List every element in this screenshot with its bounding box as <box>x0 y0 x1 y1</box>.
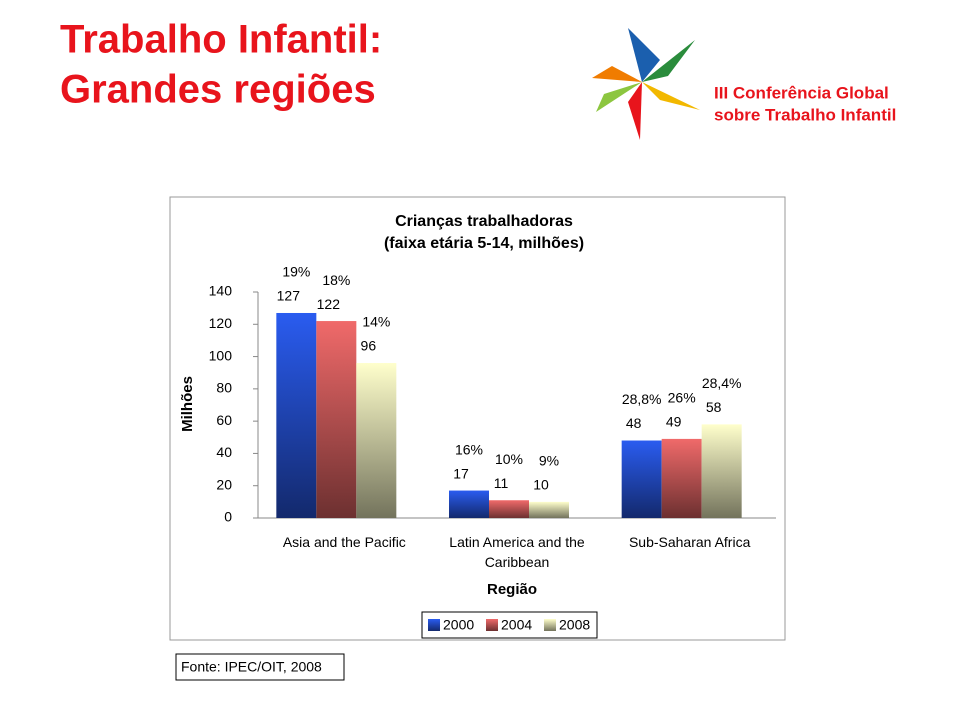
bar <box>449 490 489 518</box>
bar <box>701 424 742 518</box>
value-label: 10 <box>533 477 549 493</box>
legend-swatch <box>544 619 556 631</box>
logo-text: sobre Trabalho Infantil <box>714 105 896 124</box>
logo-pinwheel <box>592 28 700 140</box>
slide-title: Trabalho Infantil: <box>60 18 382 62</box>
bar <box>621 440 662 518</box>
bar <box>276 312 317 518</box>
value-label: 58 <box>706 399 722 415</box>
share-label: 28,4% <box>702 375 742 391</box>
x-tick-label-box: Asia and the Pacific <box>282 534 406 550</box>
share-label: 14% <box>362 314 390 330</box>
y-tick-label: 100 <box>209 347 233 363</box>
x-tick-label-box: Latin America and the Caribbean <box>449 534 585 570</box>
value-label: 122 <box>317 296 341 312</box>
bar <box>316 321 357 518</box>
x-axis-label: Região <box>487 581 537 598</box>
logo-text: III Conferência Global <box>714 83 889 102</box>
share-label: 9% <box>539 453 559 469</box>
value-label: 49 <box>666 414 682 430</box>
value-label: 48 <box>626 415 642 431</box>
x-tick-label: Asia and the Pacific <box>282 534 406 550</box>
bar <box>661 438 702 518</box>
share-label: 26% <box>668 390 696 406</box>
legend-label: 2000 <box>443 617 474 633</box>
bar <box>356 363 397 518</box>
bar <box>529 501 569 518</box>
y-tick-label: 40 <box>216 444 232 460</box>
x-tick-label: Sub-Saharan Africa <box>628 534 751 550</box>
value-label: 11 <box>494 475 509 491</box>
y-tick-label: 80 <box>216 380 232 396</box>
legend-swatch <box>486 619 498 631</box>
slide-title: Grandes regiões <box>60 68 376 112</box>
share-label: 10% <box>495 451 523 467</box>
y-tick-label: 20 <box>216 476 232 492</box>
value-label: 17 <box>453 465 469 481</box>
chart-title: (faixa etária 5-14, milhões) <box>384 235 584 252</box>
share-label: 19% <box>282 264 310 280</box>
y-tick-label: 140 <box>209 283 233 299</box>
value-label: 127 <box>277 288 301 304</box>
y-tick-label: 60 <box>216 412 232 428</box>
legend-label: 2008 <box>559 617 590 633</box>
chart-frame <box>169 196 786 641</box>
chart-title: Crianças trabalhadoras <box>395 213 573 230</box>
legend-label: 2004 <box>501 617 532 633</box>
share-label: 28,8% <box>622 391 662 407</box>
y-axis-label: Milhões <box>179 376 196 432</box>
bar <box>489 500 529 518</box>
share-label: 16% <box>455 441 483 457</box>
source-text: Fonte: IPEC/OIT, 2008 <box>181 659 322 675</box>
x-tick-label: Latin America and the Caribbean <box>449 534 585 570</box>
value-label: 96 <box>361 338 377 354</box>
share-label: 18% <box>322 272 350 288</box>
y-tick-label: 120 <box>209 315 233 331</box>
source-box <box>175 653 345 681</box>
x-tick-label-box: Sub-Saharan Africa <box>628 534 751 550</box>
legend-swatch <box>428 619 440 631</box>
legend-box <box>421 611 598 639</box>
y-tick-label: 0 <box>224 509 232 525</box>
